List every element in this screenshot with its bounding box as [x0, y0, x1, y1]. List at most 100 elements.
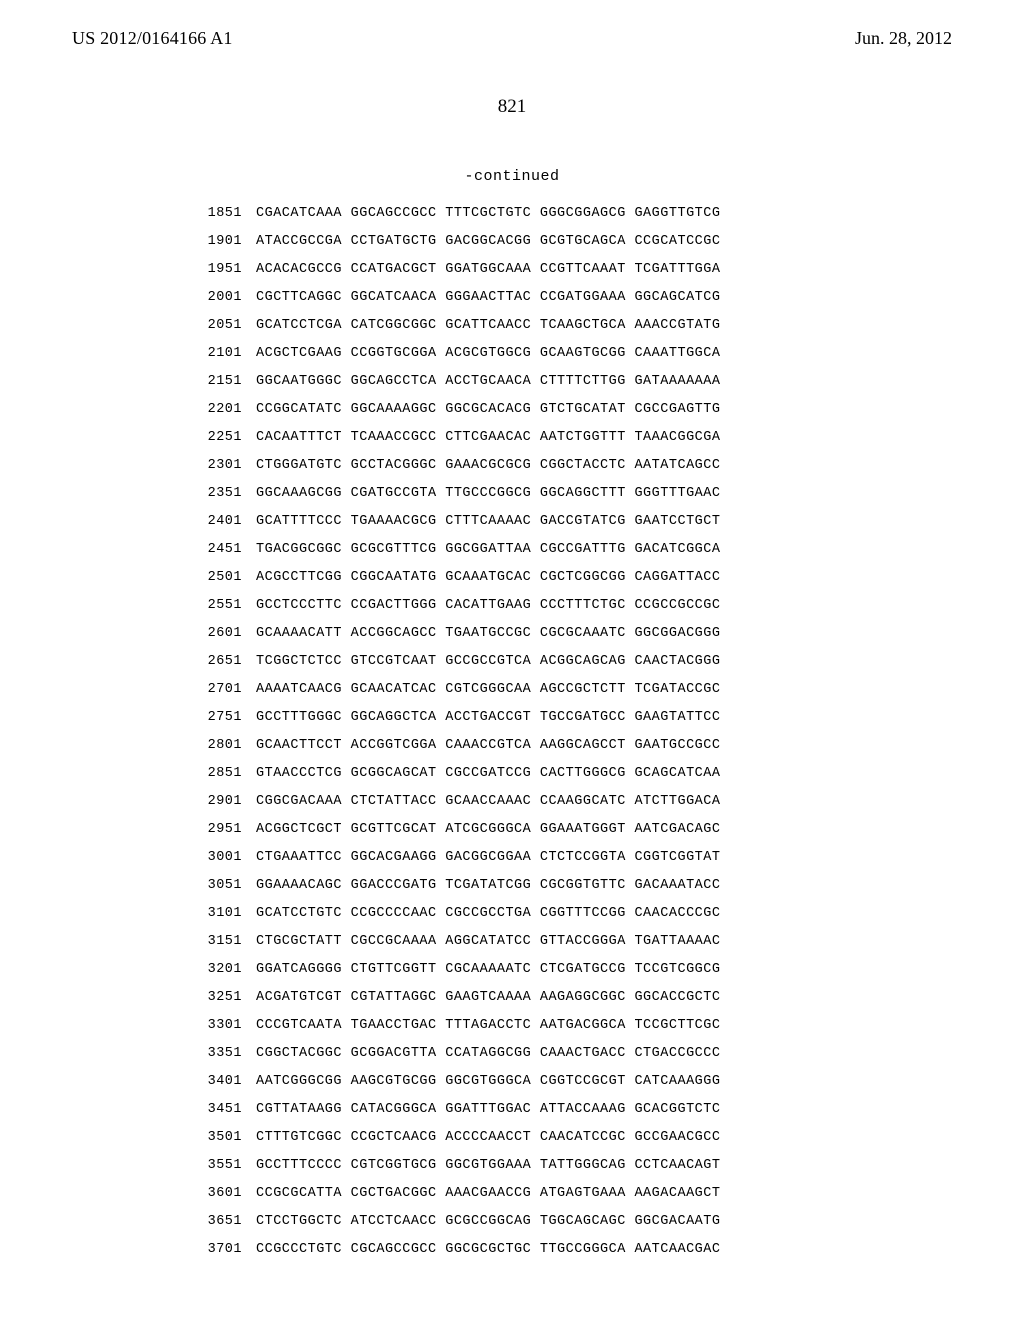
- sequence-index: 2351: [190, 480, 242, 508]
- sequence-index: 3651: [190, 1208, 242, 1236]
- sequence-row: 3301 CCCGTCAATA TGAACCTGAC TTTAGACCTC AAT…: [190, 1012, 720, 1040]
- sequence-bases: CTTTGTCGGC CCGCTCAACG ACCCCAACCT CAACATC…: [256, 1130, 720, 1145]
- sequence-index: 2701: [190, 676, 242, 704]
- sequence-bases: AATCGGGCGG AAGCGTGCGG GGCGTGGGCA CGGTCCG…: [256, 1074, 720, 1089]
- sequence-row: 2251 CACAATTTCT TCAAACCGCC CTTCGAACAC AAT…: [190, 424, 720, 452]
- sequence-index: 3101: [190, 900, 242, 928]
- sequence-index: 3301: [190, 1012, 242, 1040]
- sequence-index: 2901: [190, 788, 242, 816]
- sequence-row: 2401 GCATTTTCCC TGAAAACGCG CTTTCAAAAC GAC…: [190, 508, 720, 536]
- sequence-bases: ATACCGCCGA CCTGATGCTG GACGGCACGG GCGTGCA…: [256, 234, 720, 249]
- sequence-row: 2651 TCGGCTCTCC GTCCGTCAAT GCCGCCGTCA ACG…: [190, 648, 720, 676]
- sequence-index: 3601: [190, 1180, 242, 1208]
- sequence-index: 2651: [190, 648, 242, 676]
- sequence-bases: ACGGCTCGCT GCGTTCGCAT ATCGCGGGCA GGAAATG…: [256, 822, 720, 837]
- sequence-bases: GCATTTTCCC TGAAAACGCG CTTTCAAAAC GACCGTA…: [256, 514, 720, 529]
- sequence-bases: CTGCGCTATT CGCCGCAAAA AGGCATATCC GTTACCG…: [256, 934, 720, 949]
- sequence-index: 2451: [190, 536, 242, 564]
- sequence-bases: GCAAAACATT ACCGGCAGCC TGAATGCCGC CGCGCAA…: [256, 626, 720, 641]
- sequence-bases: CTGAAATTCC GGCACGAAGG GACGGCGGAA CTCTCCG…: [256, 850, 720, 865]
- sequence-bases: TCGGCTCTCC GTCCGTCAAT GCCGCCGTCA ACGGCAG…: [256, 654, 720, 669]
- page-header: US 2012/0164166 A1 Jun. 28, 2012: [0, 28, 1024, 52]
- sequence-index: 2801: [190, 732, 242, 760]
- sequence-bases: TGACGGCGGC GCGCGTTTCG GGCGGATTAA CGCCGAT…: [256, 542, 720, 557]
- sequence-row: 2001 CGCTTCAGGC GGCATCAACA GGGAACTTAC CCG…: [190, 284, 720, 312]
- sequence-bases: GCATCCTGTC CCGCCCCAAC CGCCGCCTGA CGGTTTC…: [256, 906, 720, 921]
- sequence-index: 2001: [190, 284, 242, 312]
- sequence-index: 2201: [190, 396, 242, 424]
- sequence-index: 2401: [190, 508, 242, 536]
- sequence-index: 3501: [190, 1124, 242, 1152]
- sequence-row: 2601GCAAAACATT ACCGGCAGCC TGAATGCCGC CGC…: [190, 620, 720, 648]
- publication-date: Jun. 28, 2012: [855, 28, 952, 49]
- sequence-index: 2551: [190, 592, 242, 620]
- sequence-index: 3351: [190, 1040, 242, 1068]
- sequence-index: 3451: [190, 1096, 242, 1124]
- sequence-row: 3551 GCCTTTCCCC CGTCGGTGCG GGCGTGGAAA TAT…: [190, 1152, 720, 1180]
- sequence-index: 1951: [190, 256, 242, 284]
- sequence-index: 2151: [190, 368, 242, 396]
- sequence-index: 2951: [190, 816, 242, 844]
- sequence-bases: GGATCAGGGG CTGTTCGGTT CGCAAAAATC CTCGATG…: [256, 962, 720, 977]
- sequence-bases: ACGCCTTCGG CGGCAATATG GCAAATGCAC CGCTCGG…: [256, 570, 720, 585]
- sequence-index: 3251: [190, 984, 242, 1012]
- sequence-index: 3401: [190, 1068, 242, 1096]
- sequence-bases: ACGATGTCGT CGTATTAGGC GAAGTCAAAA AAGAGGC…: [256, 990, 720, 1005]
- sequence-index: 3201: [190, 956, 242, 984]
- sequence-row: 3251 ACGATGTCGT CGTATTAGGC GAAGTCAAAA AAG…: [190, 984, 720, 1012]
- sequence-row: 2801 GCAACTTCCT ACCGGTCGGA CAAACCGTCA AAG…: [190, 732, 720, 760]
- sequence-row: 2851GTAACCCTCG GCGGCAGCAT CGCCGATCCG CAC…: [190, 760, 720, 788]
- sequence-bases: CCCGTCAATA TGAACCTGAC TTTAGACCTC AATGACG…: [256, 1018, 720, 1033]
- sequence-bases: CGGCGACAAA CTCTATTACC GCAACCAAAC CCAAGGC…: [256, 794, 720, 809]
- sequence-row: 3651CTCCTGGCTC ATCCTCAACC GCGCCGGCAG TGG…: [190, 1208, 720, 1236]
- sequence-index: 3151: [190, 928, 242, 956]
- sequence-bases: GCCTTTCCCC CGTCGGTGCG GGCGTGGAAA TATTGGG…: [256, 1158, 720, 1173]
- page-number: 821: [0, 96, 1024, 118]
- sequence-bases: GCAACTTCCT ACCGGTCGGA CAAACCGTCA AAGGCAG…: [256, 738, 720, 753]
- sequence-index: 3051: [190, 872, 242, 900]
- sequence-index: 2051: [190, 312, 242, 340]
- sequence-row: 2951 ACGGCTCGCT GCGTTCGCAT ATCGCGGGCA GGA…: [190, 816, 720, 844]
- sequence-bases: CGGCTACGGC GCGGACGTTA CCATAGGCGG CAAACTG…: [256, 1046, 720, 1061]
- sequence-index: 3551: [190, 1152, 242, 1180]
- sequence-index: 2751: [190, 704, 242, 732]
- sequence-row: 2701AAAATCAACG GCAACATCAC CGTCGGGCAA AGC…: [190, 676, 720, 704]
- sequence-index: 1901: [190, 228, 242, 256]
- sequence-index: 3001: [190, 844, 242, 872]
- sequence-index: 2501: [190, 564, 242, 592]
- sequence-index: 2851: [190, 760, 242, 788]
- sequence-row: 1901 ATACCGCCGA CCTGATGCTG GACGGCACGG GCG…: [190, 228, 720, 256]
- sequence-row: 3151 CTGCGCTATT CGCCGCAAAA AGGCATATCC GTT…: [190, 928, 720, 956]
- sequence-row: 2301CTGGGATGTC GCCTACGGGC GAAACGCGCG CGG…: [190, 452, 720, 480]
- sequence-row: 2201CCGGCATATC GGCAAAAGGC GGCGCACACG GTC…: [190, 396, 720, 424]
- sequence-row: 3451 CGTTATAAGG CATACGGGCA GGATTTGGAC ATT…: [190, 1096, 720, 1124]
- sequence-bases: CACAATTTCT TCAAACCGCC CTTCGAACAC AATCTGG…: [256, 430, 720, 445]
- continued-label: -continued: [0, 168, 1024, 185]
- sequence-listing: 1851 CGACATCAAA GGCAGCCGCC TTTCGCTGTC GGG…: [190, 200, 720, 1264]
- sequence-bases: CGTTATAAGG CATACGGGCA GGATTTGGAC ATTACCA…: [256, 1102, 720, 1117]
- sequence-index: 2251: [190, 424, 242, 452]
- sequence-row: 3351 CGGCTACGGC GCGGACGTTA CCATAGGCGG CAA…: [190, 1040, 720, 1068]
- sequence-index: 2101: [190, 340, 242, 368]
- sequence-row: 1851 CGACATCAAA GGCAGCCGCC TTTCGCTGTC GGG…: [190, 200, 720, 228]
- sequence-row: 2501 ACGCCTTCGG CGGCAATATG GCAAATGCAC CGC…: [190, 564, 720, 592]
- sequence-bases: GGAAAACAGC GGACCCGATG TCGATATCGG CGCGGTG…: [256, 878, 720, 893]
- sequence-row: 2101ACGCTCGAAG CCGGTGCGGA ACGCGTGGCG GCA…: [190, 340, 720, 368]
- sequence-row: 2051 GCATCCTCGA CATCGGCGGC GCATTCAACC TCA…: [190, 312, 720, 340]
- sequence-row: 3051 GGAAAACAGC GGACCCGATG TCGATATCGG CGC…: [190, 872, 720, 900]
- sequence-bases: CTGGGATGTC GCCTACGGGC GAAACGCGCG CGGCTAC…: [256, 458, 720, 473]
- sequence-row: 3201 GGATCAGGGG CTGTTCGGTT CGCAAAAATC CTC…: [190, 956, 720, 984]
- sequence-bases: GCCTTTGGGC GGCAGGCTCA ACCTGACCGT TGCCGAT…: [256, 710, 720, 725]
- sequence-index: 3701: [190, 1236, 242, 1264]
- sequence-bases: GCATCCTCGA CATCGGCGGC GCATTCAACC TCAAGCT…: [256, 318, 720, 333]
- sequence-bases: CCGCCCTGTC CGCAGCCGCC GGCGCGCTGC TTGCCGG…: [256, 1242, 720, 1257]
- sequence-bases: CGCTTCAGGC GGCATCAACA GGGAACTTAC CCGATGG…: [256, 290, 720, 305]
- sequence-row: 2901 CGGCGACAAA CTCTATTACC GCAACCAAAC CCA…: [190, 788, 720, 816]
- sequence-row: 3101 GCATCCTGTC CCGCCCCAAC CGCCGCCTGA CGG…: [190, 900, 720, 928]
- sequence-row: 2351 GGCAAAGCGG CGATGCCGTA TTGCCCGGCG GGC…: [190, 480, 720, 508]
- sequence-row: 3001 CTGAAATTCC GGCACGAAGG GACGGCGGAA CTC…: [190, 844, 720, 872]
- sequence-bases: GGCAAAGCGG CGATGCCGTA TTGCCCGGCG GGCAGGC…: [256, 486, 720, 501]
- sequence-index: 1851: [190, 200, 242, 228]
- sequence-row: 2151GGCAATGGGC GGCAGCCTCA ACCTGCAACA CTT…: [190, 368, 720, 396]
- sequence-bases: CGACATCAAA GGCAGCCGCC TTTCGCTGTC GGGCGGA…: [256, 206, 720, 221]
